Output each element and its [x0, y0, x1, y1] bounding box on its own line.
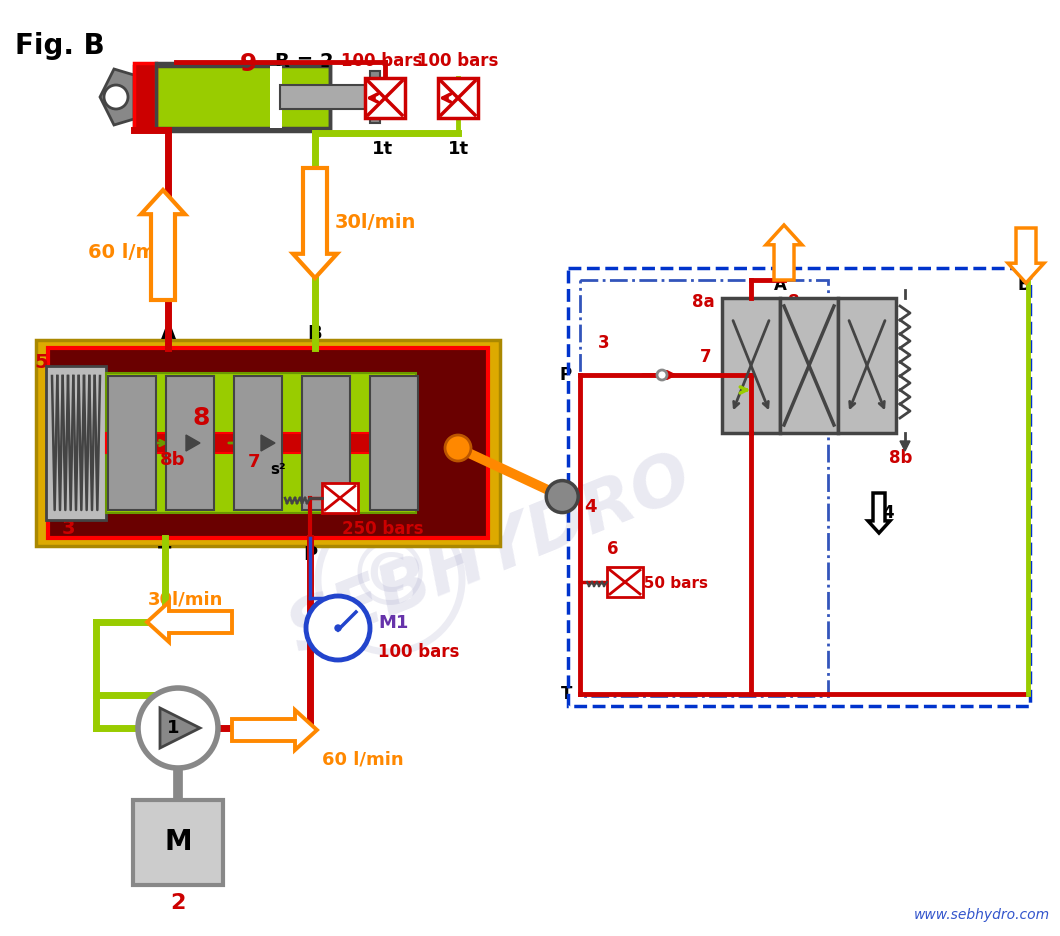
- Circle shape: [335, 625, 341, 631]
- Polygon shape: [293, 168, 337, 278]
- Bar: [106, 373, 416, 513]
- Bar: [370, 71, 379, 123]
- Text: 100 bars: 100 bars: [378, 643, 459, 661]
- Bar: [46, 366, 106, 520]
- Polygon shape: [186, 435, 200, 451]
- Text: SEBHYDRO: SEBHYDRO: [279, 444, 702, 666]
- Text: 30l/min: 30l/min: [335, 212, 417, 231]
- Bar: [280, 85, 375, 109]
- Text: 8: 8: [788, 293, 799, 311]
- Text: A: A: [160, 324, 176, 343]
- Polygon shape: [232, 710, 317, 750]
- Bar: [580, 280, 828, 696]
- Bar: [722, 298, 780, 433]
- Text: T: T: [158, 545, 172, 564]
- Bar: [234, 376, 282, 510]
- Polygon shape: [100, 69, 134, 125]
- Text: 3: 3: [61, 519, 75, 537]
- Bar: [166, 376, 214, 510]
- Text: 250 bars: 250 bars: [342, 520, 424, 538]
- Text: s²: s²: [270, 462, 285, 477]
- Bar: [156, 63, 330, 131]
- Polygon shape: [147, 602, 232, 642]
- Text: 250 bars: 250 bars: [633, 577, 708, 592]
- Text: 100 bars: 100 bars: [341, 52, 423, 70]
- Text: 4: 4: [584, 498, 597, 516]
- Text: 3: 3: [598, 334, 609, 352]
- Circle shape: [104, 85, 128, 109]
- Text: Fig. B: Fig. B: [15, 32, 105, 60]
- Bar: [48, 348, 488, 538]
- Text: R = 2: R = 2: [275, 52, 334, 71]
- Circle shape: [657, 370, 667, 380]
- Text: 8b: 8b: [160, 451, 186, 469]
- Polygon shape: [1008, 228, 1044, 283]
- Text: 9: 9: [240, 52, 257, 76]
- Bar: [780, 298, 838, 433]
- Text: P: P: [303, 545, 317, 564]
- Text: M: M: [164, 828, 192, 856]
- Text: 30l/min: 30l/min: [148, 590, 224, 608]
- Text: 8a: 8a: [692, 293, 714, 311]
- Text: 2: 2: [171, 893, 185, 913]
- Bar: [838, 298, 896, 433]
- Text: www.sebhydro.com: www.sebhydro.com: [914, 908, 1050, 922]
- Bar: [106, 433, 416, 453]
- Text: 4: 4: [882, 504, 894, 522]
- Text: 5: 5: [860, 310, 871, 328]
- Text: B: B: [307, 324, 322, 343]
- Text: ©: ©: [344, 536, 435, 624]
- Bar: [322, 483, 358, 513]
- Circle shape: [546, 480, 578, 513]
- Bar: [607, 567, 643, 597]
- Text: P: P: [560, 366, 572, 384]
- Polygon shape: [141, 190, 186, 300]
- Text: 6: 6: [607, 540, 619, 558]
- Text: 1: 1: [166, 719, 179, 737]
- Bar: [302, 376, 350, 510]
- Text: 1t: 1t: [371, 140, 392, 158]
- Text: 6: 6: [322, 459, 334, 477]
- Bar: [365, 78, 405, 118]
- Circle shape: [138, 688, 218, 768]
- Bar: [132, 800, 223, 885]
- Polygon shape: [766, 225, 802, 280]
- Text: 60 l/min: 60 l/min: [88, 242, 176, 261]
- Text: B: B: [1018, 276, 1030, 294]
- Bar: [108, 376, 156, 510]
- Bar: [134, 66, 330, 128]
- Bar: [370, 376, 418, 510]
- Circle shape: [306, 596, 370, 660]
- Bar: [438, 78, 478, 118]
- Text: 5: 5: [34, 353, 48, 372]
- Text: 1t: 1t: [447, 140, 469, 158]
- Text: 8: 8: [192, 406, 210, 430]
- Polygon shape: [900, 441, 909, 451]
- Bar: [568, 268, 1030, 706]
- Text: 100 bars: 100 bars: [418, 52, 498, 70]
- Text: 7: 7: [248, 453, 261, 471]
- Circle shape: [445, 435, 471, 461]
- Polygon shape: [261, 435, 275, 451]
- Polygon shape: [868, 493, 890, 533]
- Bar: [36, 340, 500, 546]
- Bar: [270, 66, 282, 128]
- Text: T: T: [561, 685, 572, 703]
- Text: 60 l/min: 60 l/min: [322, 751, 404, 769]
- Text: A: A: [774, 276, 787, 294]
- Text: M1: M1: [378, 614, 408, 632]
- Polygon shape: [160, 708, 200, 748]
- Text: 7: 7: [700, 348, 711, 366]
- Text: 8b: 8b: [889, 449, 913, 467]
- Bar: [134, 63, 156, 131]
